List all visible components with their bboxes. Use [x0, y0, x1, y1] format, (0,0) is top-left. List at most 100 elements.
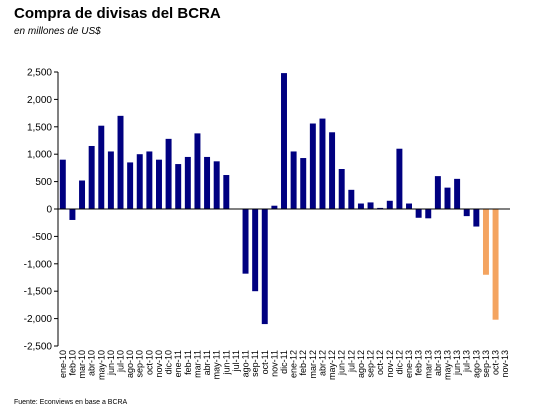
x-tick-label: jun-12	[337, 350, 347, 376]
x-tick-label: abr-11	[202, 350, 212, 375]
x-tick-label: nov-12	[385, 350, 395, 378]
bar-feb-11	[184, 156, 191, 209]
y-tick-label: 0	[46, 205, 52, 216]
x-tick-label: jun-10	[106, 350, 116, 376]
x-tick-label: jul-11	[231, 350, 241, 372]
chart-subtitle: en millones de US$	[14, 26, 101, 37]
y-tick-label: 2,000	[27, 95, 52, 106]
x-tick-label: jun-13	[452, 350, 462, 376]
y-tick-label: 1,000	[27, 150, 52, 161]
bar-abr-12	[319, 118, 326, 209]
bar-jul-12	[348, 189, 355, 209]
bar-dic-12	[396, 148, 403, 209]
x-tick-label: feb-12	[298, 350, 308, 376]
x-tick-label: ago-10	[125, 350, 135, 378]
bar-mar-12	[309, 123, 316, 209]
y-tick-label: 2,500	[27, 68, 52, 79]
bar-may-13	[444, 187, 451, 209]
x-tick-label: nov-10	[154, 350, 164, 378]
x-tick-label: jul-12	[346, 350, 356, 373]
x-tick-label: mar-10	[77, 350, 87, 379]
bar-ene-11	[175, 164, 182, 209]
x-tick-label: sep-10	[135, 350, 145, 378]
x-tick-label: sep-12	[366, 350, 376, 378]
y-tick-label: -1,500	[24, 287, 53, 298]
bar-oct-11	[261, 209, 268, 325]
x-tick-label: nov-11	[269, 350, 279, 377]
x-tick-label: ene-11	[173, 350, 183, 377]
bar-jul-10	[117, 115, 124, 209]
x-tick-label: oct-12	[375, 350, 385, 375]
y-tick-label: -2,000	[24, 314, 53, 325]
bar-may-10	[98, 125, 105, 209]
x-tick-label: mar-13	[423, 350, 433, 379]
bar-ene-13	[406, 203, 412, 209]
chart-source: Fuente: Econviews en base a BCRA	[14, 399, 128, 406]
x-tick-label: ago-11	[241, 350, 251, 377]
bar-jun-11	[223, 175, 230, 209]
bar-ago-11	[242, 209, 249, 274]
bar-ene-10	[59, 159, 66, 209]
bar-mar-11	[194, 133, 201, 209]
x-tick-label: may-11	[212, 350, 222, 379]
x-tick-label: mar-12	[308, 350, 318, 379]
bar-oct-13	[492, 209, 499, 320]
x-tick-label: may-13	[442, 350, 452, 380]
bar-dic-10	[165, 138, 172, 209]
x-tick-label: dic-11	[279, 350, 289, 374]
bar-nov-10	[156, 159, 162, 209]
bar-mar-13	[425, 209, 432, 219]
x-tick-label: nov-13	[500, 350, 510, 378]
x-tick-label: feb-11	[183, 350, 193, 375]
bar-may-12	[329, 132, 336, 209]
y-tick-label: -500	[32, 232, 52, 243]
bar-jun-10	[107, 151, 114, 209]
bar-ago-13	[473, 209, 480, 227]
x-tick-label: dic-12	[394, 350, 404, 375]
x-tick-label: may-10	[96, 350, 106, 380]
x-tick-label: ago-13	[471, 350, 481, 378]
bar-nov-12	[386, 200, 393, 209]
x-tick-label: ago-12	[356, 350, 366, 378]
bar-jun-13	[454, 178, 461, 209]
x-tick-label: oct-13	[491, 350, 501, 375]
bar-oct-10	[146, 151, 153, 209]
bar-feb-10	[69, 209, 76, 220]
bar-ene-12	[290, 151, 297, 209]
bar-ago-10	[127, 162, 134, 209]
x-tick-label: oct-10	[144, 350, 154, 375]
x-tick-label: feb-10	[67, 350, 77, 376]
bar-feb-12	[300, 158, 307, 209]
bar-feb-13	[415, 209, 422, 218]
bar-sep-12	[367, 202, 374, 209]
bar-jul-13	[463, 209, 470, 217]
bar-nov-11	[271, 205, 278, 209]
x-tick-label: jul-13	[462, 350, 472, 373]
bar-abr-10	[88, 145, 95, 209]
bar-mar-10	[79, 180, 86, 209]
x-tick-label: ene-13	[404, 350, 414, 378]
bar-dic-11	[281, 73, 287, 209]
bar-abr-13	[434, 176, 441, 209]
y-tick-label: -1,000	[24, 259, 53, 270]
bar-may-11	[213, 161, 220, 209]
y-tick-label: 1,500	[27, 122, 52, 133]
x-tick-label: jun-11	[221, 350, 231, 375]
x-tick-label: abr-13	[433, 350, 443, 376]
x-tick-label: oct-11	[260, 350, 270, 374]
chart-title: Compra de divisas del BCRA	[14, 5, 221, 22]
bar-abr-11	[204, 156, 211, 209]
bar-sep-11	[252, 209, 259, 292]
y-tick-label: 500	[35, 177, 52, 188]
x-tick-label: mar-11	[192, 350, 202, 378]
x-tick-label: jul-10	[116, 350, 126, 373]
x-tick-label: dic-10	[164, 350, 174, 375]
x-tick-label: may-12	[327, 350, 337, 380]
x-tick-label: feb-13	[414, 350, 424, 376]
bar-sep-13	[482, 209, 489, 275]
x-tick-label: sep-11	[250, 350, 260, 377]
x-tick-label: abr-12	[317, 350, 327, 376]
bar-sep-10	[136, 154, 143, 209]
y-tick-label: -2,500	[24, 342, 53, 353]
